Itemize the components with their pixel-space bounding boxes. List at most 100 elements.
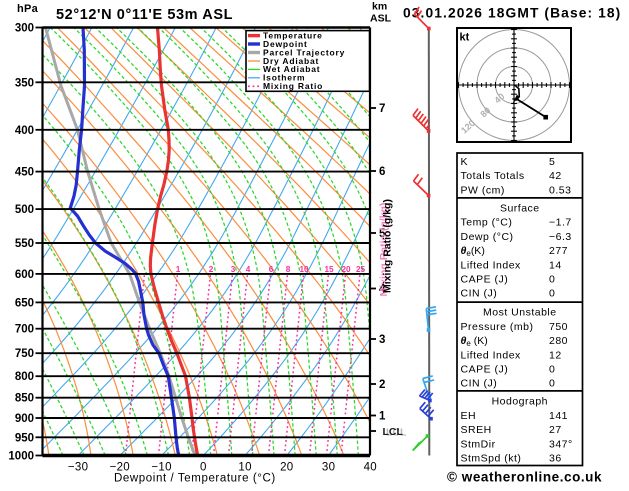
svg-text:−30: −30 bbox=[68, 462, 88, 474]
svg-text:80: 80 bbox=[478, 105, 492, 119]
svg-text:kt: kt bbox=[460, 32, 470, 44]
svg-text:CIN (J): CIN (J) bbox=[461, 288, 498, 300]
svg-text:40: 40 bbox=[492, 91, 506, 105]
svg-text:CAPE (J): CAPE (J) bbox=[461, 364, 509, 376]
svg-text:2: 2 bbox=[209, 265, 214, 274]
svg-text:6: 6 bbox=[269, 265, 274, 274]
svg-text:StmDir: StmDir bbox=[461, 438, 496, 450]
svg-text:0: 0 bbox=[549, 364, 555, 376]
svg-text:0: 0 bbox=[549, 378, 555, 390]
svg-text:600: 600 bbox=[15, 269, 34, 281]
svg-text:950: 950 bbox=[15, 432, 34, 444]
svg-text:650: 650 bbox=[15, 297, 34, 309]
svg-text:42: 42 bbox=[549, 170, 562, 182]
svg-text:27: 27 bbox=[549, 424, 562, 436]
svg-text:EH: EH bbox=[461, 410, 477, 422]
svg-text:550: 550 bbox=[15, 238, 34, 250]
svg-text:5: 5 bbox=[379, 228, 386, 240]
svg-text:277: 277 bbox=[549, 245, 568, 257]
svg-text:© weatheronline.co.uk: © weatheronline.co.uk bbox=[447, 470, 602, 485]
svg-text:SREH: SREH bbox=[461, 424, 492, 436]
svg-text:5: 5 bbox=[549, 156, 555, 168]
svg-text:Pressure (mb): Pressure (mb) bbox=[461, 321, 534, 333]
svg-text:700: 700 bbox=[15, 324, 34, 336]
svg-text:Dewp (°C): Dewp (°C) bbox=[461, 231, 514, 243]
svg-text:Dry Adiabat: Dry Adiabat bbox=[263, 56, 319, 66]
svg-text:3: 3 bbox=[379, 334, 385, 346]
svg-text:Hodograph: Hodograph bbox=[492, 396, 548, 408]
svg-text:750: 750 bbox=[549, 321, 568, 333]
svg-text:θe(K): θe(K) bbox=[461, 245, 485, 258]
svg-text:Temp (°C): Temp (°C) bbox=[461, 217, 513, 229]
svg-text:400: 400 bbox=[15, 125, 34, 137]
svg-text:450: 450 bbox=[15, 167, 34, 179]
svg-text:Dewpoint: Dewpoint bbox=[263, 39, 308, 49]
svg-text:3: 3 bbox=[231, 265, 236, 274]
svg-text:Most Unstable: Most Unstable bbox=[483, 307, 557, 319]
svg-text:0: 0 bbox=[549, 274, 555, 286]
svg-text:750: 750 bbox=[15, 348, 34, 360]
svg-text:−1.7: −1.7 bbox=[549, 217, 572, 229]
svg-text:20: 20 bbox=[280, 462, 293, 474]
svg-text:280: 280 bbox=[549, 335, 568, 347]
svg-text:Mixing Ratio (g/kg): Mixing Ratio (g/kg) bbox=[378, 203, 390, 297]
svg-text:0: 0 bbox=[549, 288, 555, 300]
svg-text:10: 10 bbox=[299, 265, 309, 274]
svg-text:10: 10 bbox=[238, 462, 251, 474]
svg-text:Totals Totals: Totals Totals bbox=[461, 170, 525, 182]
svg-text:Temperature: Temperature bbox=[263, 30, 323, 40]
svg-text:2: 2 bbox=[379, 379, 385, 391]
svg-text:hPa: hPa bbox=[17, 3, 39, 15]
svg-text:1: 1 bbox=[176, 265, 181, 274]
svg-text:30: 30 bbox=[322, 462, 335, 474]
svg-text:Surface: Surface bbox=[500, 203, 540, 215]
svg-text:6: 6 bbox=[379, 166, 385, 178]
svg-text:03.01.2026 18GMT (Base: 18): 03.01.2026 18GMT (Base: 18) bbox=[403, 6, 621, 21]
svg-text:CAPE (J): CAPE (J) bbox=[461, 274, 509, 286]
svg-text:8: 8 bbox=[286, 265, 291, 274]
svg-text:θe (K): θe (K) bbox=[461, 335, 488, 348]
svg-text:Dewpoint / Temperature (°C): Dewpoint / Temperature (°C) bbox=[114, 473, 276, 485]
svg-text:LCL: LCL bbox=[383, 426, 404, 438]
svg-text:25: 25 bbox=[356, 265, 366, 274]
svg-text:km: km bbox=[372, 1, 387, 13]
svg-text:850: 850 bbox=[15, 393, 34, 405]
svg-text:350: 350 bbox=[15, 77, 34, 89]
svg-text:Mixing Ratio (g/kg): Mixing Ratio (g/kg) bbox=[382, 199, 394, 293]
svg-text:ASL: ASL bbox=[370, 13, 392, 25]
svg-text:Wet Adiabat: Wet Adiabat bbox=[263, 64, 320, 74]
svg-text:Lifted Index: Lifted Index bbox=[461, 349, 522, 361]
svg-text:−10: −10 bbox=[151, 462, 171, 474]
svg-text:CIN (J): CIN (J) bbox=[461, 378, 498, 390]
svg-text:PW (cm): PW (cm) bbox=[461, 184, 505, 196]
svg-text:14: 14 bbox=[549, 259, 562, 271]
svg-text:Mixing Ratio: Mixing Ratio bbox=[263, 81, 323, 91]
svg-text:StmSpd (kt): StmSpd (kt) bbox=[461, 453, 522, 465]
svg-text:347°: 347° bbox=[549, 438, 573, 450]
svg-text:40: 40 bbox=[364, 462, 377, 474]
svg-text:300: 300 bbox=[15, 23, 34, 35]
svg-text:−6.3: −6.3 bbox=[549, 231, 572, 243]
svg-text:500: 500 bbox=[15, 204, 34, 216]
svg-text:−20: −20 bbox=[110, 462, 130, 474]
svg-text:1000: 1000 bbox=[8, 451, 34, 463]
svg-text:4: 4 bbox=[246, 265, 251, 274]
svg-text:7: 7 bbox=[379, 103, 385, 115]
svg-text:12: 12 bbox=[549, 349, 562, 361]
svg-text:Lifted Index: Lifted Index bbox=[461, 259, 522, 271]
svg-text:20: 20 bbox=[341, 265, 351, 274]
svg-text:4: 4 bbox=[379, 284, 386, 296]
svg-text:0.53: 0.53 bbox=[549, 184, 571, 196]
svg-text:0: 0 bbox=[200, 462, 207, 474]
svg-text:15: 15 bbox=[324, 265, 334, 274]
svg-text:141: 141 bbox=[549, 410, 568, 422]
svg-text:800: 800 bbox=[15, 371, 34, 383]
svg-text:52°12'N 0°11'E 53m ASL: 52°12'N 0°11'E 53m ASL bbox=[56, 7, 233, 23]
svg-text:K: K bbox=[461, 156, 469, 168]
svg-text:LCL: LCL bbox=[386, 427, 407, 439]
svg-text:Isotherm: Isotherm bbox=[263, 73, 305, 83]
svg-text:Parcel Trajectory: Parcel Trajectory bbox=[263, 47, 345, 57]
svg-text:1: 1 bbox=[379, 411, 386, 423]
svg-text:900: 900 bbox=[15, 413, 34, 425]
svg-text:36: 36 bbox=[549, 453, 562, 465]
